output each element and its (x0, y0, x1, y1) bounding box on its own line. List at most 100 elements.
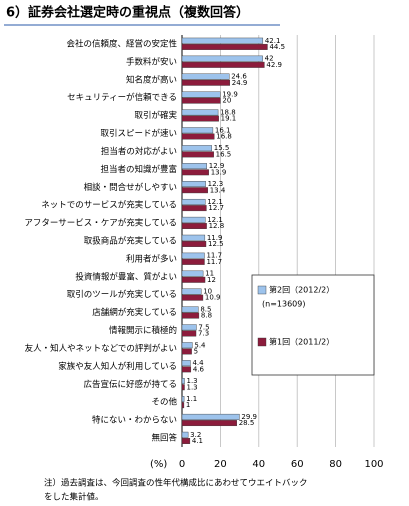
bar (181, 115, 219, 122)
value-label: 3.2 (190, 431, 201, 439)
value-label: 4.1 (192, 437, 203, 445)
legend-swatch (257, 285, 267, 295)
value-label: 1.1 (186, 395, 197, 403)
legend-note: (n=13609) (262, 300, 305, 309)
value-label: 16.5 (216, 150, 232, 158)
value-label: 12 (207, 276, 216, 284)
bar (181, 378, 185, 385)
bar (181, 420, 237, 427)
x-tick-label: 0 (179, 459, 185, 470)
bar (181, 348, 192, 355)
value-label: 29.9 (241, 413, 257, 421)
bar (181, 187, 208, 194)
value-label: 16.8 (216, 133, 232, 141)
y-tick-label: 家族や友人知人が利用している (58, 361, 177, 372)
value-label: 8.8 (201, 312, 212, 320)
bar (181, 151, 214, 158)
bar (181, 181, 206, 187)
x-axis-label: (%) (150, 459, 167, 470)
value-label: 11.9 (207, 234, 223, 242)
value-label: 12.1 (207, 198, 223, 206)
value-label: 44.5 (269, 43, 285, 51)
value-label: 1 (186, 401, 190, 409)
value-label: 1.3 (186, 377, 197, 385)
y-tick-label: 店舗網が充実している (92, 307, 177, 318)
bar (181, 306, 199, 313)
value-label: 15.5 (214, 144, 230, 152)
bar (181, 163, 207, 170)
x-tick-label: 80 (329, 459, 342, 470)
y-tick-label: 特にない・わからない (92, 415, 177, 426)
y-tick-label: 知名度が高い (126, 74, 177, 85)
value-label: 1.3 (186, 383, 197, 391)
bar (181, 342, 193, 349)
value-label: 16.1 (215, 126, 231, 134)
bar (181, 294, 204, 301)
bar (181, 79, 231, 86)
bar (181, 205, 207, 212)
note: をした集計値。 (44, 492, 104, 503)
bar (181, 223, 207, 229)
y-tick-label: 担当者の知識が豊富 (100, 164, 177, 175)
bar (181, 73, 230, 80)
bar (181, 276, 206, 283)
bar (181, 55, 263, 62)
bar (181, 43, 268, 50)
bar (181, 366, 192, 373)
value-label: 12.3 (208, 180, 224, 188)
y-tick-label: 無回答 (151, 433, 177, 444)
y-tick-label: 広告宣伝に好感が持てる (83, 379, 177, 390)
value-label: 12.5 (208, 240, 224, 248)
bar (181, 384, 185, 391)
bar (181, 438, 191, 444)
bar (181, 402, 185, 409)
legend-box (251, 274, 375, 376)
value-label: 28.5 (239, 419, 255, 427)
value-label: 7.5 (198, 323, 209, 331)
value-label: 7.3 (198, 330, 209, 338)
y-tick-label: 会社の信頼度、経営の安定性 (66, 38, 177, 49)
y-tick-label: 相談・問合せがしやすい (84, 182, 177, 193)
x-tick-label: 20 (214, 459, 227, 470)
bar (181, 360, 191, 367)
value-label: 19.1 (221, 115, 237, 123)
bar (181, 312, 200, 319)
note: 注）過去調査は、今回調査の性年代構成比にあわせてウエイトバック (44, 478, 308, 489)
bar (181, 97, 221, 104)
bar (181, 127, 214, 134)
y-tick-label: セキュリティーが信頼できる (67, 92, 177, 103)
x-tick-label: 100 (364, 459, 383, 470)
value-label: 11.7 (206, 258, 222, 266)
bar (181, 37, 264, 44)
bar (181, 431, 189, 438)
y-tick-label: 取引スピードが速い (100, 128, 177, 139)
value-label: 19.9 (222, 90, 238, 98)
value-label: 10 (203, 288, 212, 296)
bar (181, 198, 206, 205)
value-label: 12.7 (208, 204, 224, 212)
y-tick-label: 情報開示に積極的 (109, 325, 177, 336)
value-label: 11.7 (206, 252, 222, 260)
legend-label: 第1回（2011/2） (269, 337, 334, 347)
value-label: 13.9 (211, 168, 227, 176)
value-label: 42.9 (266, 61, 282, 69)
y-tick-label: 利用者が多い (126, 253, 177, 264)
x-tick-label: 40 (252, 459, 265, 470)
value-label: 24.9 (232, 79, 248, 87)
value-label: 10.9 (205, 294, 221, 302)
bar (181, 169, 209, 176)
y-tick-label: ネットでのサービスが充実している (41, 200, 177, 211)
legend-label: 第2回（2012/2） (269, 285, 334, 295)
value-label: 4.4 (192, 359, 204, 367)
value-label: 5.4 (194, 341, 206, 349)
x-tick-label: 60 (291, 459, 304, 470)
y-tick-label: アフターサービス・ケアが充実している (24, 218, 177, 229)
bar (181, 324, 197, 331)
bar (181, 133, 215, 140)
y-tick-label: 取扱商品が充実している (84, 236, 177, 247)
bar (181, 109, 219, 116)
y-tick-label: 担当者の対応がよい (101, 146, 177, 157)
bar (181, 216, 206, 223)
bar (181, 145, 212, 152)
